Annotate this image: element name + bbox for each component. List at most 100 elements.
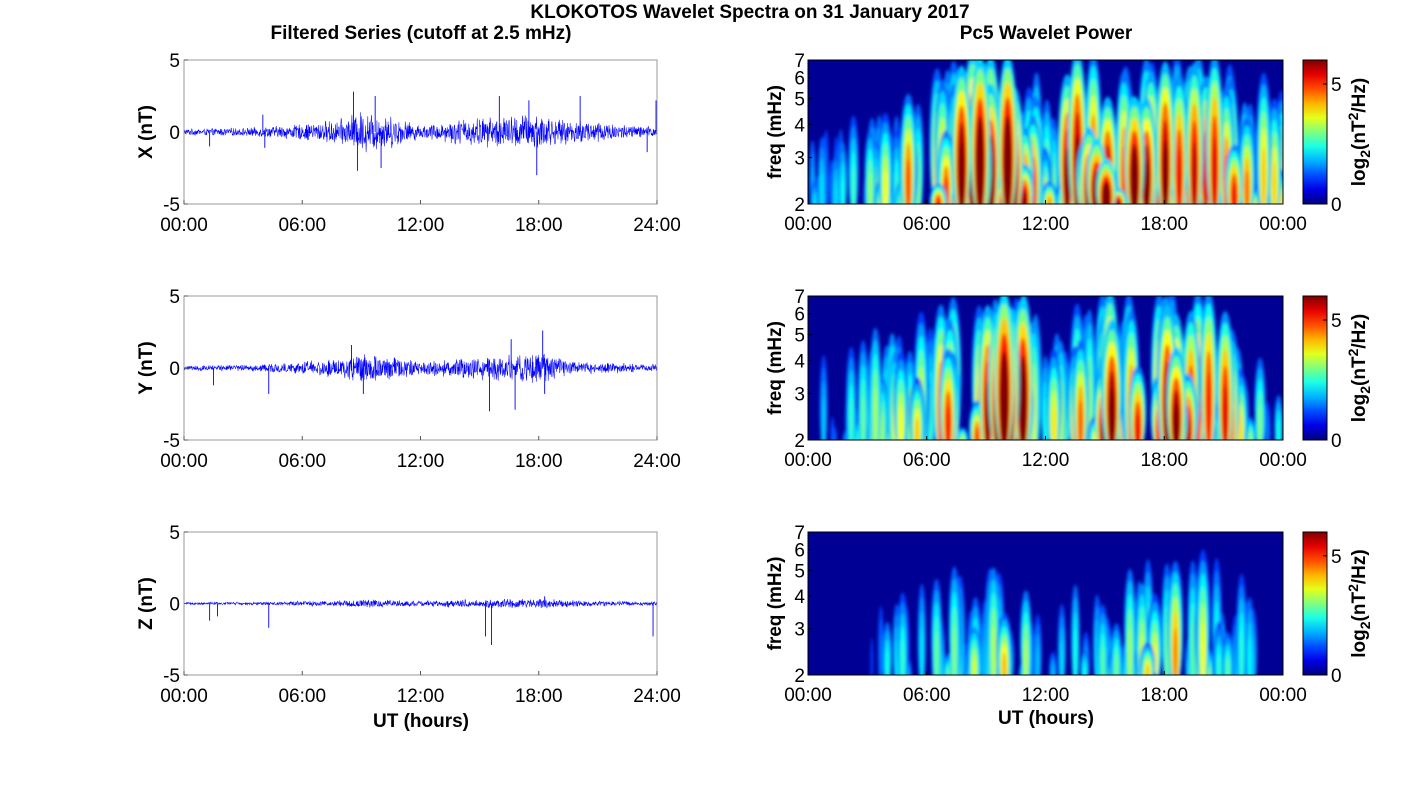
heatmap-cell — [1036, 645, 1040, 675]
heatmap-cell — [1082, 663, 1087, 675]
y-tick-label: 4 — [794, 351, 805, 372]
heatmap-cell — [880, 412, 885, 440]
y-tick-label: 0 — [169, 123, 180, 144]
heatmap-cell — [879, 634, 883, 675]
heatmap-cell — [900, 639, 905, 675]
y-tick-label: 5 — [794, 90, 805, 111]
y-tick-label: 4 — [794, 587, 805, 608]
heatmap-cell — [834, 179, 838, 204]
colorbar-tick-label: 0 — [1331, 666, 1342, 687]
y-tick-label: -5 — [163, 431, 180, 452]
y-tick-label: 0 — [169, 359, 180, 380]
heatmap-cell — [1272, 161, 1277, 204]
heatmap-cell — [851, 164, 856, 204]
x-tick-label: 18:00 — [515, 686, 563, 707]
y-tick-label: 2 — [794, 431, 805, 452]
y-axis-label: X (nT) — [136, 105, 157, 159]
heatmap-cell — [960, 435, 965, 440]
x-tick-label: 18:00 — [1140, 214, 1188, 235]
y-tick-label: 7 — [794, 287, 805, 308]
y-tick-label: 3 — [794, 620, 805, 641]
x-tick-label: 12:00 — [1022, 214, 1070, 235]
heatmap-cell — [1239, 628, 1244, 675]
series-panel-x: 5 0 -500:00 06:00 12:00 18:00 24:00 X (nT) — [136, 51, 681, 236]
heatmap-cell — [1001, 372, 1008, 440]
series-trace — [183, 112, 658, 153]
x-tick-label: 00:00 — [160, 215, 208, 236]
heatmap-cell — [1211, 136, 1218, 204]
heatmap-cell — [1200, 621, 1206, 675]
heatmap-cell — [920, 627, 924, 675]
x-tick-label: 12:00 — [397, 215, 445, 236]
y-tick-label: 5 — [169, 287, 180, 308]
x-tick-label: 12:00 — [1022, 450, 1070, 471]
colorbar-tick-label: 0 — [1331, 431, 1342, 452]
heatmap-cell — [1043, 397, 1048, 440]
heatmap-cell — [1266, 418, 1270, 440]
heatmap-cell — [1190, 621, 1195, 675]
y-axis-label: freq (mHz) — [765, 557, 786, 651]
colorbar-label: log2(nT2/Hz) — [1345, 549, 1373, 657]
colorbar-tick-label: 5 — [1331, 311, 1342, 332]
heatmap-cell — [945, 404, 951, 440]
x-tick-label: 24:00 — [633, 686, 681, 707]
heatmap-cell — [1078, 399, 1084, 440]
heatmap-cell — [1191, 141, 1198, 204]
heatmap-cell — [861, 394, 866, 440]
heatmap-cell — [1131, 160, 1138, 204]
heatmap-area — [808, 532, 1283, 675]
heatmap-cell — [1222, 384, 1228, 440]
left-column-title: Filtered Series (cutoff at 2.5 mHz) — [271, 23, 572, 44]
x-tick-label: 00:00 — [160, 686, 208, 707]
heatmap-cell — [855, 430, 860, 440]
colorbar — [1302, 59, 1328, 205]
right-column-title: Pc5 Wavelet Power — [960, 23, 1133, 44]
y-axis-label: freq (mHz) — [765, 85, 786, 179]
heatmap-cell — [1019, 376, 1026, 440]
heatmap-cell — [1276, 419, 1281, 440]
y-tick-label: 3 — [794, 148, 805, 169]
y-axis-label: freq (mHz) — [765, 321, 786, 415]
series-trace — [183, 353, 658, 383]
heatmap-cell — [1060, 640, 1064, 675]
heatmap-cell — [1231, 182, 1237, 204]
heatmap-cells — [809, 60, 1283, 204]
panels-group: 50-500:00 06:00 12:00 18:00 24:00X (nT)50-50… — [136, 51, 1373, 707]
heatmap-cell — [898, 405, 904, 440]
heatmap-cell — [885, 649, 890, 675]
colorbar — [1302, 531, 1328, 676]
heatmap-cell — [833, 431, 837, 440]
x-tick-label: 00:00 — [1259, 214, 1307, 235]
y-tick-label: 0 — [169, 595, 180, 616]
heatmap-cell — [1237, 413, 1243, 440]
heatmap-cell — [868, 172, 873, 204]
heatmap-cell — [849, 398, 854, 440]
heatmap-cell — [952, 624, 957, 675]
heatmap-cell — [972, 655, 977, 675]
y-tick-label: 5 — [169, 51, 180, 72]
x-tick-label: 00:00 — [784, 214, 832, 235]
heatmap-cell — [873, 387, 878, 440]
heatmap-cell — [1103, 188, 1110, 204]
x-tick-label: 18:00 — [1140, 450, 1188, 471]
x-tick-label: 12:00 — [1022, 685, 1070, 706]
y-tick-label: 4 — [794, 115, 805, 136]
heatmap-cell — [870, 637, 874, 675]
colorbar-label: log2(nT2/Hz) — [1345, 314, 1373, 422]
x-tick-label: 18:00 — [515, 451, 563, 472]
heatmap-area — [808, 296, 1283, 440]
heatmap-cell — [1073, 628, 1078, 675]
heatmap-cell — [841, 173, 845, 204]
heatmap-cell — [1258, 404, 1263, 440]
x-tick-label: 00:00 — [784, 450, 832, 471]
heatmap-cell — [1247, 636, 1252, 675]
heatmap-cell — [1217, 653, 1221, 675]
heatmap-cell — [1001, 652, 1007, 675]
heatmap-cells — [870, 549, 1258, 675]
heatmap-cell — [1143, 160, 1150, 204]
heatmap-cell — [1127, 626, 1132, 675]
x-tick-label: 06:00 — [903, 214, 951, 235]
heatmap-cell — [822, 396, 826, 440]
